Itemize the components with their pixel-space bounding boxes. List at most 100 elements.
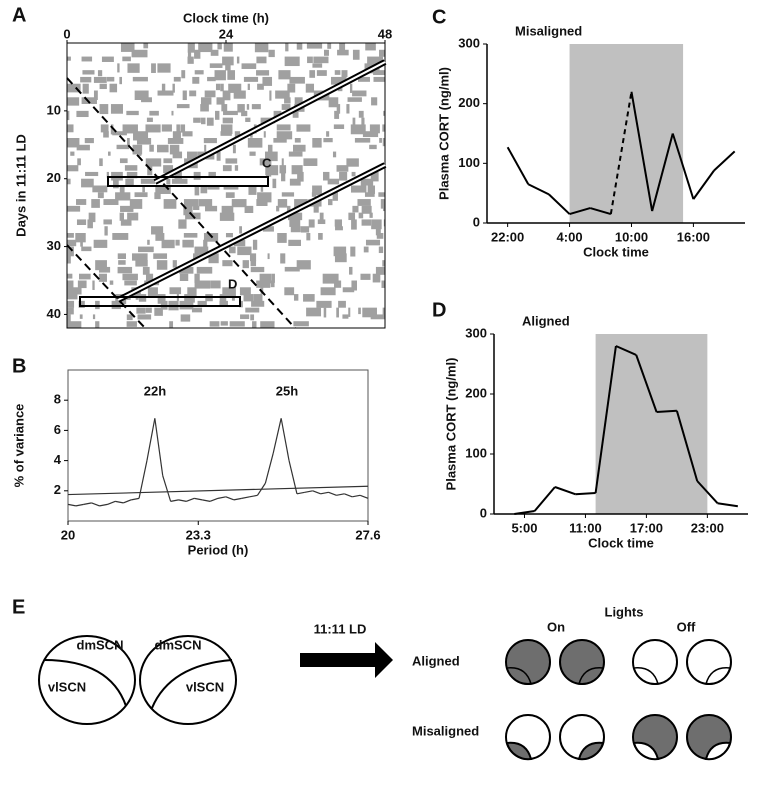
activity-block [263,131,266,138]
activity-block [350,185,367,193]
activity-block [67,321,82,328]
actogram-texture [67,43,385,328]
activity-block [209,321,220,327]
line-segment [359,494,369,499]
scn-label: dmSCN [155,637,202,652]
line-segment [554,486,576,496]
activity-block [222,287,236,297]
activity-block [336,104,341,114]
activity-block [182,90,187,101]
panel-e: E dmSCN vlSCN dmSCN vlSCN 11:11 LD Light… [12,596,732,761]
activity-block [215,83,221,91]
activity-block [225,233,233,238]
activity-block [137,314,152,320]
activity-block [193,253,199,260]
activity-block [361,205,372,214]
activity-block [117,63,120,73]
line-segment [241,496,250,499]
activity-block [241,63,257,69]
activity-block [209,63,223,68]
y-tick-label: 8 [54,392,61,407]
mini-sector [632,741,660,761]
activity-block [252,239,258,250]
activity-block [140,178,156,184]
activity-block [293,144,306,152]
activity-block [117,253,127,260]
line-segment [296,491,305,495]
activity-block [333,124,345,129]
activity-block [252,321,257,328]
activity-block [122,273,138,281]
activity-block [267,253,270,260]
activity-block [81,246,92,252]
activity-block [256,70,270,76]
line-segment [320,491,329,495]
activity-block [363,246,369,253]
activity-block [382,260,385,267]
line-segment [67,485,369,496]
activity-block [247,138,263,148]
y-tick-label: 0 [480,505,487,520]
activity-block [267,144,273,154]
activity-block [157,90,174,96]
activity-block [173,76,181,82]
line-segment [352,494,361,498]
activity-block [76,110,89,118]
activity-block [312,138,322,148]
activity-block [236,56,240,64]
activity-block [141,97,152,103]
activity-block [362,307,377,318]
activity-block [335,226,343,231]
activity-block [247,83,250,90]
activity-block [323,138,333,143]
line-segment [692,169,715,200]
x-tick-label: 4:00 [557,229,583,244]
activity-block [147,239,150,245]
activity-block [216,97,225,105]
activity-block [103,199,119,205]
activity-block [214,70,226,81]
activity-block [99,158,103,167]
activity-block [264,151,278,162]
activity-block [179,273,189,281]
activity-block [92,185,108,193]
activity-block [97,192,104,199]
activity-block [222,90,231,101]
activity-block [142,185,145,193]
x-tick-label: 20 [61,527,75,542]
activity-block [193,205,200,211]
activity-block [373,76,385,82]
activity-block [193,117,201,123]
activity-block [84,138,94,144]
activity-block [204,144,207,155]
activity-block [75,233,86,243]
activity-block [328,97,339,108]
activity-block [116,144,130,150]
activity-block [297,171,304,182]
line-segment [630,91,654,212]
activity-block [172,151,183,159]
activity-block [154,307,163,316]
activity-block [221,104,228,112]
activity-block [383,110,385,116]
activity-block [346,104,350,114]
y-tick-label: 100 [465,445,487,460]
activity-block [109,83,118,93]
activity-block [163,158,173,164]
activity-block [289,76,305,84]
scn-divider [151,659,233,709]
activity-block [322,273,339,284]
activity-block [124,280,137,286]
activity-block [67,178,71,185]
activity-block [249,253,257,262]
activity-block [222,260,233,267]
chart-title: Misaligned [515,23,582,38]
activity-block [293,294,299,301]
line-segment [569,207,591,216]
activity-block [338,300,346,308]
activity-block [281,158,284,168]
y-tick-label: 300 [458,35,480,50]
line-segment [83,502,92,505]
activity-block [240,314,250,320]
activity-block [285,43,289,52]
